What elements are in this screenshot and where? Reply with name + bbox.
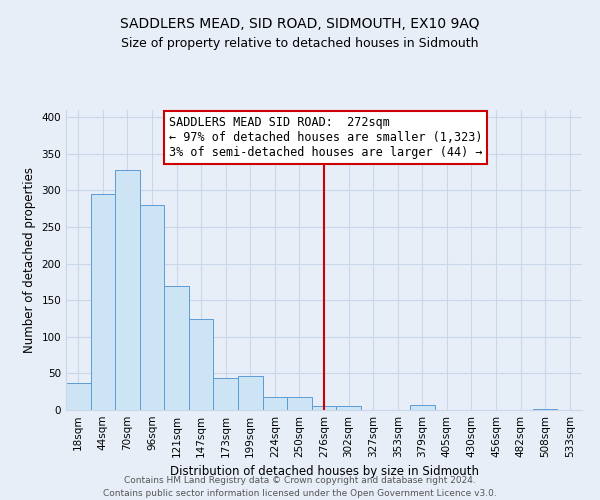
Bar xyxy=(410,405,434,410)
Bar xyxy=(263,397,287,410)
Bar xyxy=(164,286,189,410)
Bar xyxy=(214,378,238,410)
X-axis label: Distribution of detached houses by size in Sidmouth: Distribution of detached houses by size … xyxy=(170,466,479,478)
Bar xyxy=(533,408,557,410)
Bar xyxy=(91,194,115,410)
Bar xyxy=(115,170,140,410)
Bar xyxy=(238,376,263,410)
Bar xyxy=(312,406,336,410)
Bar xyxy=(140,205,164,410)
Text: SADDLERS MEAD SID ROAD:  272sqm
← 97% of detached houses are smaller (1,323)
3% : SADDLERS MEAD SID ROAD: 272sqm ← 97% of … xyxy=(169,116,482,159)
Bar xyxy=(66,383,91,410)
Bar xyxy=(336,406,361,410)
Text: Contains HM Land Registry data © Crown copyright and database right 2024.
Contai: Contains HM Land Registry data © Crown c… xyxy=(103,476,497,498)
Bar xyxy=(189,320,214,410)
Text: SADDLERS MEAD, SID ROAD, SIDMOUTH, EX10 9AQ: SADDLERS MEAD, SID ROAD, SIDMOUTH, EX10 … xyxy=(120,18,480,32)
Bar xyxy=(287,397,312,410)
Y-axis label: Number of detached properties: Number of detached properties xyxy=(23,167,36,353)
Text: Size of property relative to detached houses in Sidmouth: Size of property relative to detached ho… xyxy=(121,38,479,51)
